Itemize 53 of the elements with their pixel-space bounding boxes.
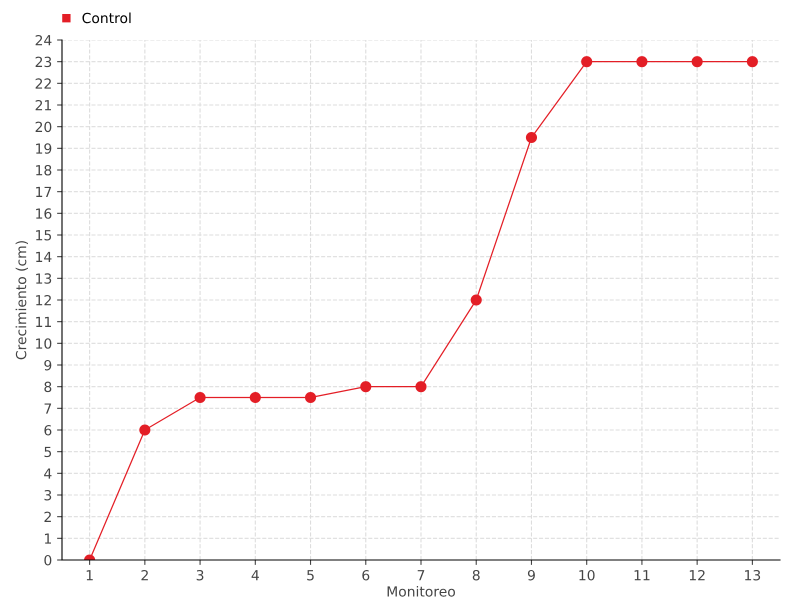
point (470, 294, 482, 306)
x-tick-label: 1 (86, 570, 93, 580)
point (746, 56, 758, 68)
x-tick-label: 8 (472, 570, 480, 580)
y-tick-label: 0 (44, 554, 52, 566)
y-tick-label: 7 (44, 403, 52, 414)
x-axis-title: Monitoreo (388, 586, 456, 597)
y-tick-label: 16 (36, 208, 52, 219)
y-tick-label: 10 (36, 338, 52, 349)
y-tick-label: 23 (36, 56, 52, 68)
x-tick-label: 9 (528, 570, 535, 580)
point (250, 392, 261, 404)
point (194, 392, 206, 404)
y-tick-label: 9 (44, 360, 52, 370)
point (304, 392, 316, 404)
y-tick-label: 3 (44, 490, 52, 500)
y-tick-label: 24 (36, 34, 52, 46)
y-tick-label: 11 (36, 316, 51, 327)
point (692, 56, 703, 68)
point (581, 56, 592, 68)
point (415, 381, 427, 392)
y-tick-label: 17 (36, 186, 52, 197)
point (139, 424, 150, 436)
x-tick-label: 5 (307, 570, 314, 580)
y-tick-label: 4 (44, 468, 52, 479)
legend-label: Control (82, 12, 131, 24)
y-tick-label: 19 (36, 143, 52, 154)
x-tick-label: 6 (362, 570, 370, 580)
y-tick-label: 5 (44, 446, 52, 458)
y-tick-label: 8 (44, 382, 52, 392)
point (360, 381, 372, 392)
x-tick-label: 10 (579, 570, 595, 580)
x-tick-label: 4 (252, 570, 259, 580)
y-tick-label: 20 (36, 122, 52, 132)
x-tick-label: 7 (418, 570, 424, 580)
y-tick-label: 15 (36, 230, 52, 240)
y-axis-title: Crecimiento (cm) (16, 241, 28, 360)
y-tick-label: 18 (36, 164, 52, 176)
x-tick-label: 2 (141, 570, 148, 580)
point (636, 56, 648, 68)
point (526, 132, 538, 144)
y-tick-label: 2 (44, 512, 51, 522)
x-tick-label: 3 (196, 570, 204, 580)
y-tick-label: 21 (36, 100, 51, 110)
x-tick-label: 12 (690, 570, 705, 580)
x-tick-label: 11 (634, 570, 650, 580)
y-tick-label: 14 (36, 252, 52, 262)
y-tick-label: 22 (36, 78, 51, 89)
y-tick-label: 12 (36, 294, 51, 306)
x-tick-label: 13 (745, 570, 760, 580)
y-tick-label: 6 (44, 424, 52, 436)
y-tick-label: 1 (44, 533, 51, 544)
y-tick-label: 13 (36, 273, 52, 284)
